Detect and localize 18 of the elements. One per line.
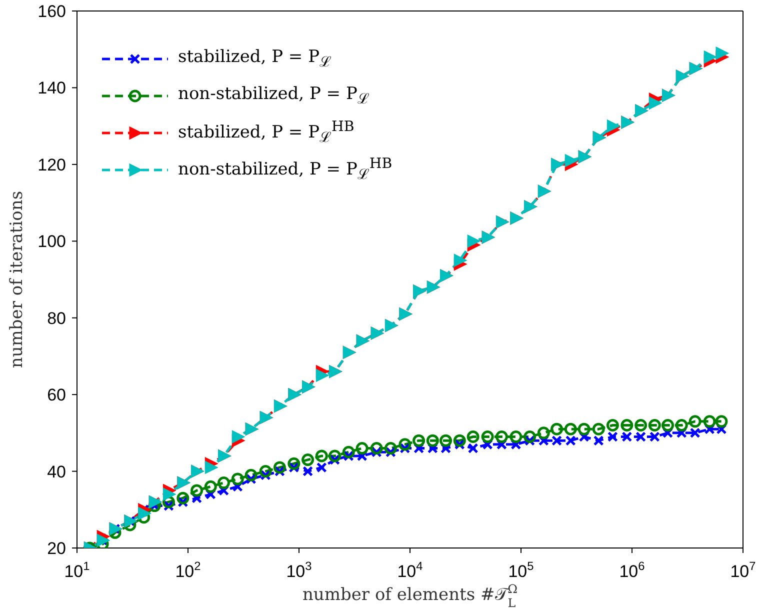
y-tick-label: 80 [47, 308, 66, 328]
legend-label: stabilized, P = P$_{ℒ}$ [178, 46, 332, 70]
y-axis-title: number of iterations [7, 190, 27, 368]
x-tick-label: 10$^{7}$ [730, 559, 756, 581]
y-tick-label: 60 [47, 386, 66, 405]
x-tick-label: 10$^{6}$ [619, 559, 646, 581]
y-tick-label: 20 [47, 539, 66, 558]
legend-label: non-stabilized, P = P$_{ℒ}$ [178, 84, 370, 108]
y-tick-label: 160 [38, 2, 66, 21]
x-tick-label: 10$^{4}$ [397, 559, 424, 581]
y-tick-label: 120 [38, 155, 66, 174]
x-tick-label: 10$^{2}$ [175, 559, 202, 581]
y-tick-label: 100 [38, 232, 66, 252]
y-tick-label: 140 [38, 78, 66, 98]
y-tick-label: 40 [47, 462, 66, 482]
x-tick-label: 10$^{5}$ [508, 559, 534, 581]
x-tick-label: 10$^{3}$ [286, 559, 312, 581]
x-tick-label: 10$^{1}$ [64, 559, 90, 581]
